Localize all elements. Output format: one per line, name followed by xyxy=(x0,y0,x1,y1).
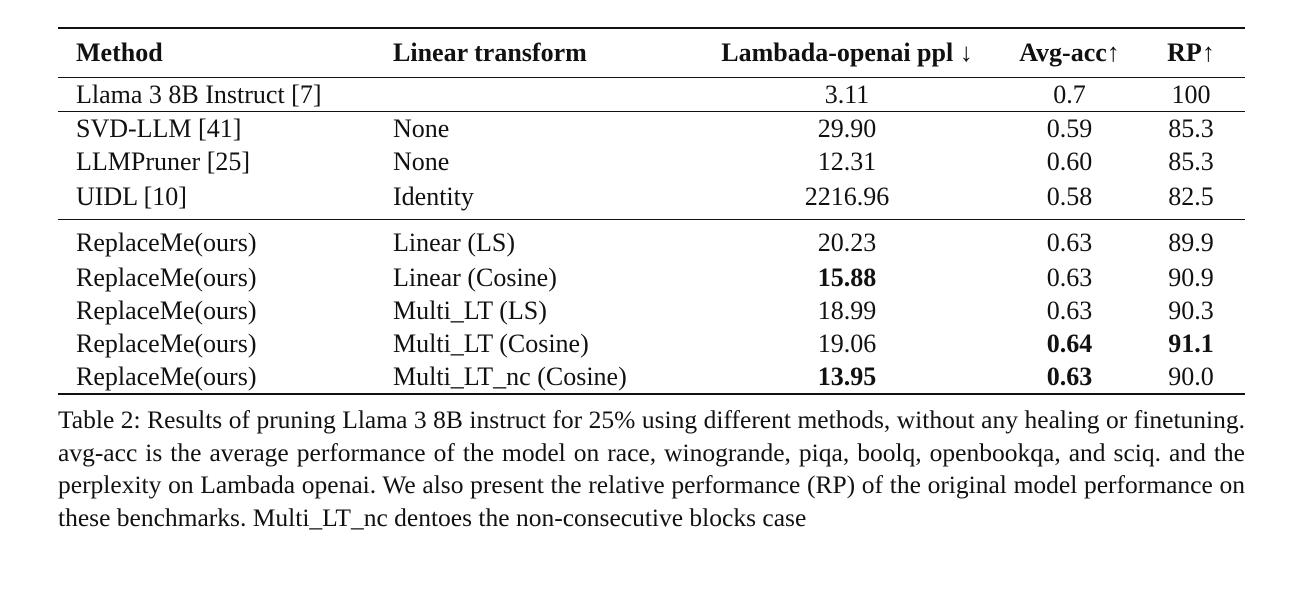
cell-linear-transform: Multi_LT (Cosine) xyxy=(393,328,589,358)
cell-linear-transform: Multi_LT (LS) xyxy=(393,295,547,325)
cell-method: LLMPruner [25] xyxy=(76,146,251,176)
cell-ppl: 20.23 xyxy=(817,227,877,257)
table-row: SVD-LLM [41] None 29.90 0.59 85.3 xyxy=(58,112,1245,146)
cell-avg-acc: 0.59 xyxy=(1046,113,1093,143)
cell-avg-acc: 0.58 xyxy=(1002,178,1137,220)
cell-ppl: 29.90 xyxy=(817,113,877,143)
cell-ppl: 19.06 xyxy=(817,328,877,358)
cell-avg-acc: 0.63 xyxy=(1046,227,1093,257)
cell-method: ReplaceMe(ours) xyxy=(76,262,257,292)
header-avg-acc: Avg-acc↑ xyxy=(1002,27,1137,78)
table-row-baseline: Llama 3 8B Instruct [7] 3.11 0.7 100 xyxy=(58,77,1245,112)
cell-rp: 85.3 xyxy=(1168,146,1214,176)
table-row: UIDL [10] Identity 2216.96 0.58 82.5 xyxy=(58,178,1245,220)
cell-rp-best: 91.1 xyxy=(1168,328,1214,358)
table-row: ReplaceMe(ours) Linear (Cosine) 15.88 0.… xyxy=(58,261,1245,294)
results-table: Method Linear transform Lambada-openai p… xyxy=(58,27,1245,395)
cell-ppl: 3.11 xyxy=(692,77,1002,112)
cell-method: ReplaceMe(ours) xyxy=(58,360,393,395)
cell-avg-acc: 0.60 xyxy=(1046,146,1093,176)
cell-linear-transform: Multi_LT_nc (Cosine) xyxy=(393,360,692,395)
cell-ppl-best: 15.88 xyxy=(817,262,877,292)
results-table-container: Method Linear transform Lambada-openai p… xyxy=(58,27,1245,395)
cell-linear-transform: Linear (Cosine) xyxy=(393,262,557,292)
table-row: ReplaceMe(ours) Linear (LS) 20.23 0.63 8… xyxy=(58,220,1245,262)
cell-method: UIDL [10] xyxy=(58,178,393,220)
cell-rp: 90.3 xyxy=(1168,295,1214,325)
cell-avg-acc-best: 0.63 xyxy=(1002,360,1137,395)
cell-linear-transform: None xyxy=(393,146,450,176)
table-row: ReplaceMe(ours) Multi_LT (LS) 18.99 0.63… xyxy=(58,294,1245,327)
cell-method: SVD-LLM [41] xyxy=(76,113,242,143)
cell-avg-acc: 0.7 xyxy=(1002,77,1137,112)
table-row: LLMPruner [25] None 12.31 0.60 85.3 xyxy=(58,145,1245,178)
cell-linear-transform: Identity xyxy=(393,178,692,220)
cell-rp: 90.0 xyxy=(1137,360,1245,395)
cell-avg-acc: 0.63 xyxy=(1046,262,1093,292)
cell-ppl-best: 13.95 xyxy=(692,360,1002,395)
cell-method: ReplaceMe(ours) xyxy=(76,295,257,325)
cell-ppl: 12.31 xyxy=(817,146,877,176)
cell-rp: 82.5 xyxy=(1137,178,1245,220)
cell-ppl: 2216.96 xyxy=(692,178,1002,220)
cell-rp: 100 xyxy=(1137,77,1245,112)
cell-rp: 89.9 xyxy=(1168,227,1214,257)
cell-rp: 85.3 xyxy=(1168,113,1214,143)
header-lambada-ppl: Lambada-openai ppl ↓ xyxy=(692,27,1002,78)
cell-ppl: 18.99 xyxy=(817,295,877,325)
table-caption: Table 2: Results of pruning Llama 3 8B i… xyxy=(58,405,1245,532)
cell-avg-acc-best: 0.64 xyxy=(1046,328,1093,358)
cell-linear-transform: Linear (LS) xyxy=(393,227,516,257)
cell-linear-transform: None xyxy=(393,113,450,143)
cell-linear-transform xyxy=(393,77,692,112)
cell-method: Llama 3 8B Instruct [7] xyxy=(58,77,393,112)
header-rp: RP↑ xyxy=(1137,27,1245,78)
header-method: Method xyxy=(58,27,393,78)
table-header-row: Method Linear transform Lambada-openai p… xyxy=(58,27,1245,78)
cell-rp: 90.9 xyxy=(1168,262,1214,292)
cell-method: ReplaceMe(ours) xyxy=(76,227,257,257)
cell-avg-acc: 0.63 xyxy=(1046,295,1093,325)
table-row: ReplaceMe(ours) Multi_LT (Cosine) 19.06 … xyxy=(58,327,1245,360)
table-row: ReplaceMe(ours) Multi_LT_nc (Cosine) 13.… xyxy=(58,360,1245,395)
header-linear-transform: Linear transform xyxy=(393,27,692,78)
cell-method: ReplaceMe(ours) xyxy=(76,328,257,358)
